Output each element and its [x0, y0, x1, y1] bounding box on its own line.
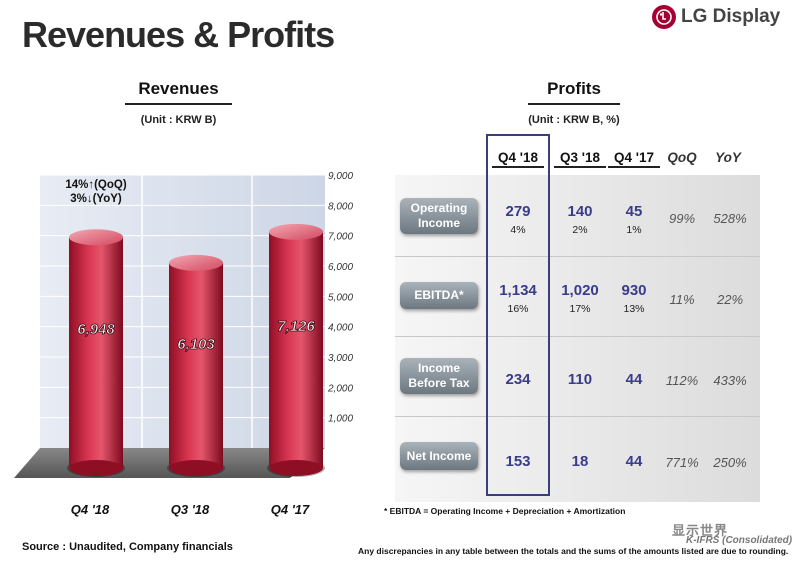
row-divider — [395, 256, 760, 257]
bar-value-label: 6,948 — [77, 321, 115, 338]
bar-cap — [69, 229, 123, 246]
y-tick-label: 4,000 — [328, 323, 353, 334]
ibt-q4-17: 44 — [625, 371, 643, 388]
op-income-yoy: 528% — [713, 211, 747, 226]
y-tick-label: 5,000 — [328, 292, 353, 303]
ebitda-q3-18-pct: 17% — [569, 303, 591, 315]
yoy-change: 3%↓(YoY) — [70, 193, 122, 205]
row-label-ebitda: EBITDA* — [400, 282, 478, 309]
op-income-q4-18: 279 — [505, 203, 531, 220]
op-income-q4-17-pct: 1% — [626, 224, 642, 236]
net-income-qoq: 771% — [665, 455, 699, 470]
x-tick-label: Q4 '18 — [71, 502, 110, 517]
row-divider — [395, 416, 760, 417]
col-header-q4-18: Q4 '18 — [492, 150, 544, 168]
profits-unit: (Unit : KRW B, %) — [528, 114, 620, 126]
bar-base — [69, 460, 123, 476]
y-tick-label: 1,000 — [328, 414, 353, 425]
ebitda-yoy: 22% — [716, 292, 744, 307]
ebitda-q3-18: 1,020 — [561, 282, 599, 299]
net-income-q4-18: 153 — [505, 453, 531, 470]
ebitda-qoq: 11% — [669, 292, 695, 307]
profits-heading: Profits — [528, 79, 620, 105]
bar-value-label: 7,126 — [277, 318, 315, 335]
revenue-bar: 7,126 — [267, 223, 325, 477]
row-label-net-income: Net Income — [400, 442, 478, 470]
net-income-q3-18: 18 — [571, 453, 589, 470]
page-title: Revenues & Profits — [22, 14, 335, 55]
row-label-operating-income: Operating Income — [400, 198, 478, 234]
revenues-unit: (Unit : KRW B) — [140, 114, 217, 126]
ibt-qoq: 112% — [665, 373, 699, 388]
net-income-q4-17: 44 — [625, 453, 643, 470]
row-label-income-before-tax: Income Before Tax — [400, 358, 478, 394]
x-tick-label: Q3 '18 — [171, 502, 210, 517]
ibt-q3-18: 110 — [567, 371, 593, 388]
op-income-qoq: 99% — [668, 211, 696, 226]
bar-body — [69, 237, 123, 468]
ebitda-q4-17-pct: 13% — [623, 303, 645, 315]
bar-cap — [269, 223, 323, 240]
ebitda-q4-18: 1,134 — [499, 282, 537, 299]
bar-body — [169, 262, 223, 468]
ebitda-q4-17: 930 — [621, 282, 647, 299]
ebitda-q4-18-pct: 16% — [507, 303, 529, 315]
watermark-sub: K-IFRS (Consolidated) — [686, 535, 793, 546]
ibt-q4-18: 234 — [505, 371, 531, 388]
y-tick-label: 2,000 — [327, 383, 353, 394]
q4-18-highlight-box — [486, 134, 550, 496]
y-tick-label: 6,000 — [328, 262, 353, 273]
col-header-yoy: YoY — [715, 150, 741, 165]
bar-cap — [169, 254, 223, 271]
logo-text: LG Display — [681, 6, 781, 27]
col-header-q4-17: Q4 '17 — [608, 150, 660, 168]
bar-base — [169, 460, 223, 476]
lg-display-logo: LG Display — [652, 5, 780, 29]
y-tick-label: 8,000 — [328, 201, 353, 212]
op-income-q4-17: 45 — [625, 203, 643, 220]
row-divider — [395, 336, 760, 337]
revenues-heading: Revenues — [125, 79, 232, 105]
lg-logo-icon — [652, 5, 676, 29]
x-tick-label: Q4 '17 — [271, 502, 310, 517]
net-income-yoy: 250% — [713, 455, 747, 470]
bar-body — [269, 231, 323, 468]
bar-value-label: 6,103 — [177, 336, 215, 353]
watermark: 显示世界 — [672, 523, 729, 538]
qoq-change: 14%↑(QoQ) — [65, 179, 127, 191]
rounding-note: Any discrepancies in any table between t… — [358, 546, 789, 556]
y-tick-label: 3,000 — [328, 353, 353, 364]
col-header-q3-18: Q3 '18 — [554, 150, 606, 168]
y-tick-label: 7,000 — [328, 232, 353, 243]
source-note: Source : Unaudited, Company financials — [22, 541, 233, 553]
revenue-bar: 6,948 — [67, 229, 125, 477]
revenue-change-annotation: 14%↑(QoQ) 3%↓(YoY) — [40, 178, 152, 206]
op-income-q3-18: 140 — [567, 203, 593, 220]
col-header-qoq: QoQ — [667, 150, 697, 165]
y-tick-label: 9,000 — [328, 171, 353, 182]
op-income-q3-18-pct: 2% — [572, 224, 588, 236]
ebitda-footnote: * EBITDA = Operating Income + Depreciati… — [384, 506, 626, 516]
revenue-bar: 6,103 — [167, 254, 225, 477]
bar-base — [269, 460, 323, 476]
ibt-yoy: 433% — [713, 373, 747, 388]
op-income-q4-18-pct: 4% — [510, 224, 526, 236]
